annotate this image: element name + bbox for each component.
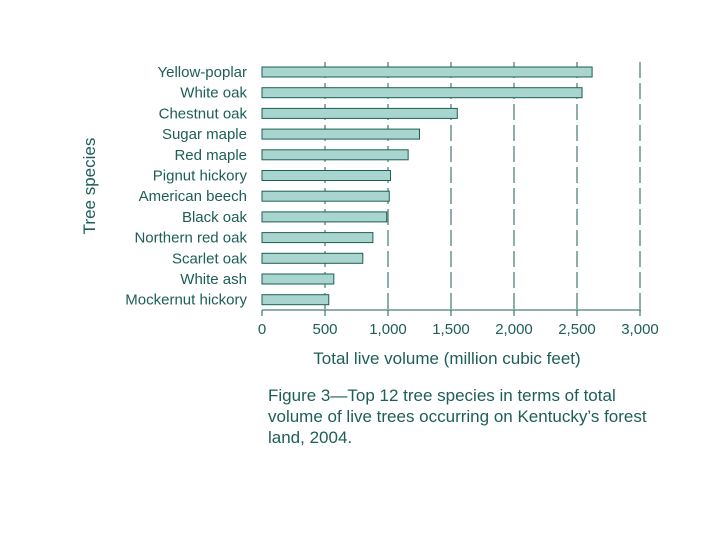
bar	[261, 190, 390, 202]
bar	[261, 294, 330, 306]
tick-label: 3,000	[621, 321, 659, 338]
category-label: Pignut hickory	[153, 168, 248, 185]
tick-label: 2,000	[495, 321, 533, 338]
tick-label: 2,500	[558, 321, 596, 338]
tick-marks	[261, 310, 641, 316]
category-label: White oak	[180, 85, 247, 102]
category-label: Black oak	[182, 209, 248, 226]
bar	[261, 107, 458, 119]
bar	[261, 149, 409, 161]
bar	[261, 66, 593, 78]
category-labels: Yellow-poplar White oak Chestnut oak Sugar …	[125, 64, 247, 309]
y-axis-label: Tree species	[80, 138, 99, 235]
tick-label: 1,500	[432, 321, 470, 338]
bar	[261, 273, 335, 285]
bar	[261, 128, 420, 140]
bar	[261, 87, 583, 99]
category-label: Northern red oak	[134, 230, 247, 247]
figure-caption: Figure 3—Top 12 tree species in terms of…	[268, 386, 647, 447]
category-label: Chestnut oak	[159, 105, 248, 122]
x-axis-label: Total live volume (million cubic feet)	[313, 349, 580, 368]
bar	[261, 252, 364, 264]
bar-chart: Yellow-poplar White oak Chestnut oak Sugar …	[80, 62, 659, 368]
tick-label: 500	[312, 321, 337, 338]
category-label: Sugar maple	[162, 126, 247, 143]
category-label: American beech	[139, 188, 247, 205]
bars	[261, 66, 593, 306]
grid-lines	[324, 62, 641, 310]
category-label: Mockernut hickory	[125, 292, 247, 309]
tick-label: 0	[258, 321, 266, 338]
category-label: Yellow-poplar	[157, 64, 247, 81]
tick-label: 1,000	[369, 321, 407, 338]
tick-labels: 0 500 1,000 1,500 2,000 2,500 3,000	[258, 321, 659, 338]
bar	[261, 232, 374, 244]
bar	[261, 211, 388, 223]
category-label: Red maple	[174, 147, 247, 164]
bar	[261, 170, 392, 181]
category-label: Scarlet oak	[172, 250, 248, 267]
category-label: White ash	[180, 271, 247, 288]
